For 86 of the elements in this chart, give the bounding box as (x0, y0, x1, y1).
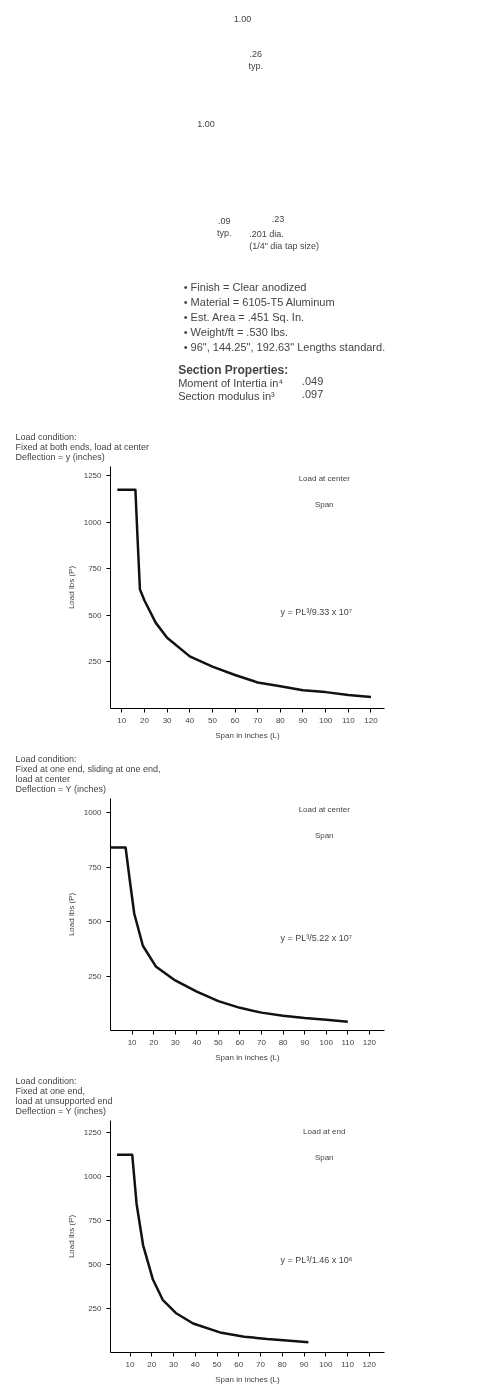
x-tick-label: 50 (207, 715, 218, 725)
x-tick-label: 40 (192, 1037, 202, 1047)
x-tick-label: 70 (256, 1359, 266, 1369)
x-tick-label: 110 (341, 715, 356, 725)
x-tick-label: 50 (213, 1037, 224, 1047)
x-tick-label: 70 (253, 715, 263, 725)
chart-title: Load condition: Fixed at one end, load at unsupported end Deflection = Y (inches) (15, 1075, 113, 1116)
annotation: Load at center (298, 473, 351, 483)
annotation: Span (314, 1152, 334, 1162)
x-tick-label: 30 (170, 1037, 181, 1047)
y-tick-label: 1250 (83, 1128, 103, 1138)
x-tick-label: 40 (190, 1359, 201, 1369)
y-tick-label: 1000 (83, 1172, 103, 1182)
annotation: Load at center (298, 805, 351, 815)
x-tick-label: 60 (230, 715, 241, 725)
text: .049 (301, 374, 324, 387)
x-tick-label: 20 (147, 1359, 157, 1369)
y-axis-title: Load lbs (P) (66, 892, 76, 937)
annotation: Span (314, 500, 334, 510)
x-axis-title: Span in inches (L) (215, 1052, 281, 1062)
x-tick-label: 120 (364, 715, 379, 725)
text: Section Properties: (178, 362, 289, 377)
x-tick-label: 30 (169, 1359, 179, 1369)
x-tick-label: 40 (185, 715, 195, 725)
x-tick-label: 70 (257, 1037, 267, 1047)
annotation: y = PL³/1.46 x 10⁶ (280, 1255, 353, 1266)
text: 1.00 (197, 118, 215, 129)
text: • 96", 144.25", 192.63" Lengths standard. (183, 340, 386, 353)
y-tick-label: 1000 (83, 517, 103, 527)
x-axis-title: Span in inches (L) (215, 730, 281, 740)
x-tick-label: 90 (299, 1359, 310, 1369)
y-tick-label: 750 (88, 862, 103, 872)
x-tick-label: 120 (362, 1359, 377, 1369)
x-tick-label: 10 (127, 1037, 138, 1047)
text: • Weight/ft = .530 lbs. (183, 325, 288, 338)
y-tick-label: 750 (88, 564, 103, 574)
y-axis-title: Load lbs (P) (66, 1214, 76, 1259)
text: • Est. Area = .451 Sq. In. (183, 310, 305, 323)
text: • Material = 6105-T5 Aluminum (183, 295, 335, 308)
y-tick-label: 500 (88, 610, 103, 620)
chart-title: Load condition: Fixed at both ends, load at center Deflection = y (inches) (15, 431, 150, 462)
text: .23 (271, 213, 285, 224)
y-tick-label: 250 (88, 1304, 103, 1314)
text: .201 dia. (1/4" dia tap size) (249, 228, 319, 251)
y-tick-label: 1250 (83, 471, 103, 481)
x-tick-label: 20 (149, 1037, 159, 1047)
x-tick-label: 120 (362, 1037, 377, 1047)
x-tick-label: 60 (235, 1037, 245, 1047)
annotation: y = PL³/9.33 x 10⁷ (280, 606, 352, 617)
text: • Finish = Clear anodized (183, 280, 307, 293)
text: .097 (301, 387, 324, 400)
text: .26 typ. (248, 48, 264, 71)
annotation: Load at end (303, 1127, 346, 1137)
y-tick-label: 1000 (83, 808, 103, 818)
chart-title: Load condition: Fixed at one end, sliding at one end, load at center Deflection = Y (inches) (15, 753, 161, 794)
x-tick-label: 100 (319, 1037, 334, 1047)
y-tick-label: 750 (88, 1216, 103, 1226)
x-tick-label: 90 (300, 1037, 310, 1047)
x-tick-label: 60 (234, 1359, 244, 1369)
annotation: y = PL³/5.22 x 10⁷ (280, 933, 352, 944)
y-tick-label: 500 (88, 1260, 103, 1270)
x-tick-label: 110 (341, 1037, 355, 1047)
x-tick-label: 100 (318, 715, 333, 725)
text: Section modulus in³ (178, 389, 276, 402)
x-tick-label: 80 (275, 715, 286, 725)
x-tick-label: 20 (140, 715, 150, 725)
line-series (116, 488, 373, 699)
x-tick-label: 30 (162, 715, 173, 725)
x-axis-title: Span in inches (L) (215, 1374, 281, 1384)
x-tick-label: 50 (212, 1359, 223, 1369)
text: Moment of Intertia in⁴ (178, 376, 284, 389)
x-tick-label: 10 (117, 715, 127, 725)
x-tick-label: 90 (298, 715, 308, 725)
text: .09 typ. (216, 215, 232, 238)
annotation: Span (314, 830, 334, 840)
text: 1.00 (233, 13, 252, 24)
x-tick-label: 100 (319, 1359, 334, 1369)
y-tick-label: 250 (88, 657, 103, 667)
x-tick-label: 80 (277, 1359, 288, 1369)
line-series (110, 846, 350, 1024)
y-tick-label: 500 (88, 917, 103, 927)
x-tick-label: 10 (125, 1359, 136, 1369)
x-tick-label: 80 (278, 1037, 289, 1047)
y-tick-label: 250 (88, 971, 103, 981)
y-axis-title: Load lbs (P) (66, 565, 76, 610)
x-tick-label: 110 (341, 1359, 355, 1369)
